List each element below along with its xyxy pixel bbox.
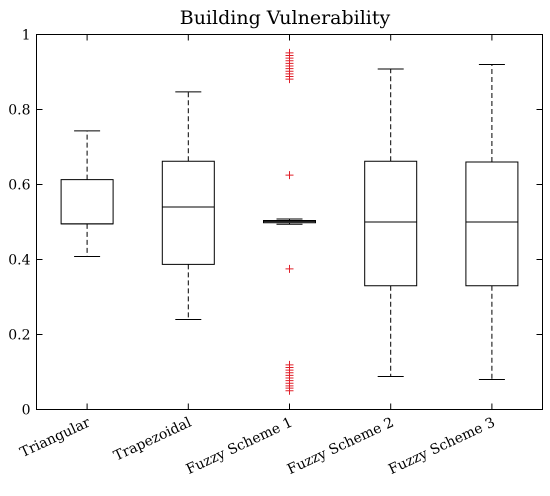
x-category-label: Trapezoidal <box>111 414 194 464</box>
x-category-label: Fuzzy Scheme 2 <box>285 415 396 478</box>
y-tick-label: 0.4 <box>8 253 30 269</box>
y-tick-label: 0 <box>22 403 31 419</box>
y-tick-label: 0.6 <box>8 178 30 194</box>
outlier-marker <box>285 48 294 57</box>
iqr-box <box>161 160 215 265</box>
y-axis: 0 0.2 0.4 0.6 0.8 1 <box>8 28 543 419</box>
boxes <box>60 48 519 395</box>
box-group <box>465 64 519 380</box>
box-group <box>263 48 316 395</box>
y-tick-label: 0.2 <box>8 328 30 344</box>
outlier-marker <box>285 171 294 180</box>
x-category-label: Fuzzy Scheme 3 <box>386 415 497 478</box>
outlier-marker <box>285 360 294 369</box>
y-tick-label: 0.8 <box>8 103 30 119</box>
outlier-marker <box>285 264 294 273</box>
iqr-box <box>60 179 114 225</box>
iqr-box <box>364 160 418 287</box>
iqr-box <box>465 161 519 287</box>
y-tick-label: 1 <box>22 28 31 44</box>
box-group <box>60 130 114 257</box>
x-category-label: Triangular <box>18 414 93 460</box>
chart-title: Building Vulnerability <box>180 7 391 29</box>
box-group <box>364 68 418 377</box>
x-category-label: Fuzzy Scheme 1 <box>184 415 295 478</box>
box-group <box>161 91 215 320</box>
